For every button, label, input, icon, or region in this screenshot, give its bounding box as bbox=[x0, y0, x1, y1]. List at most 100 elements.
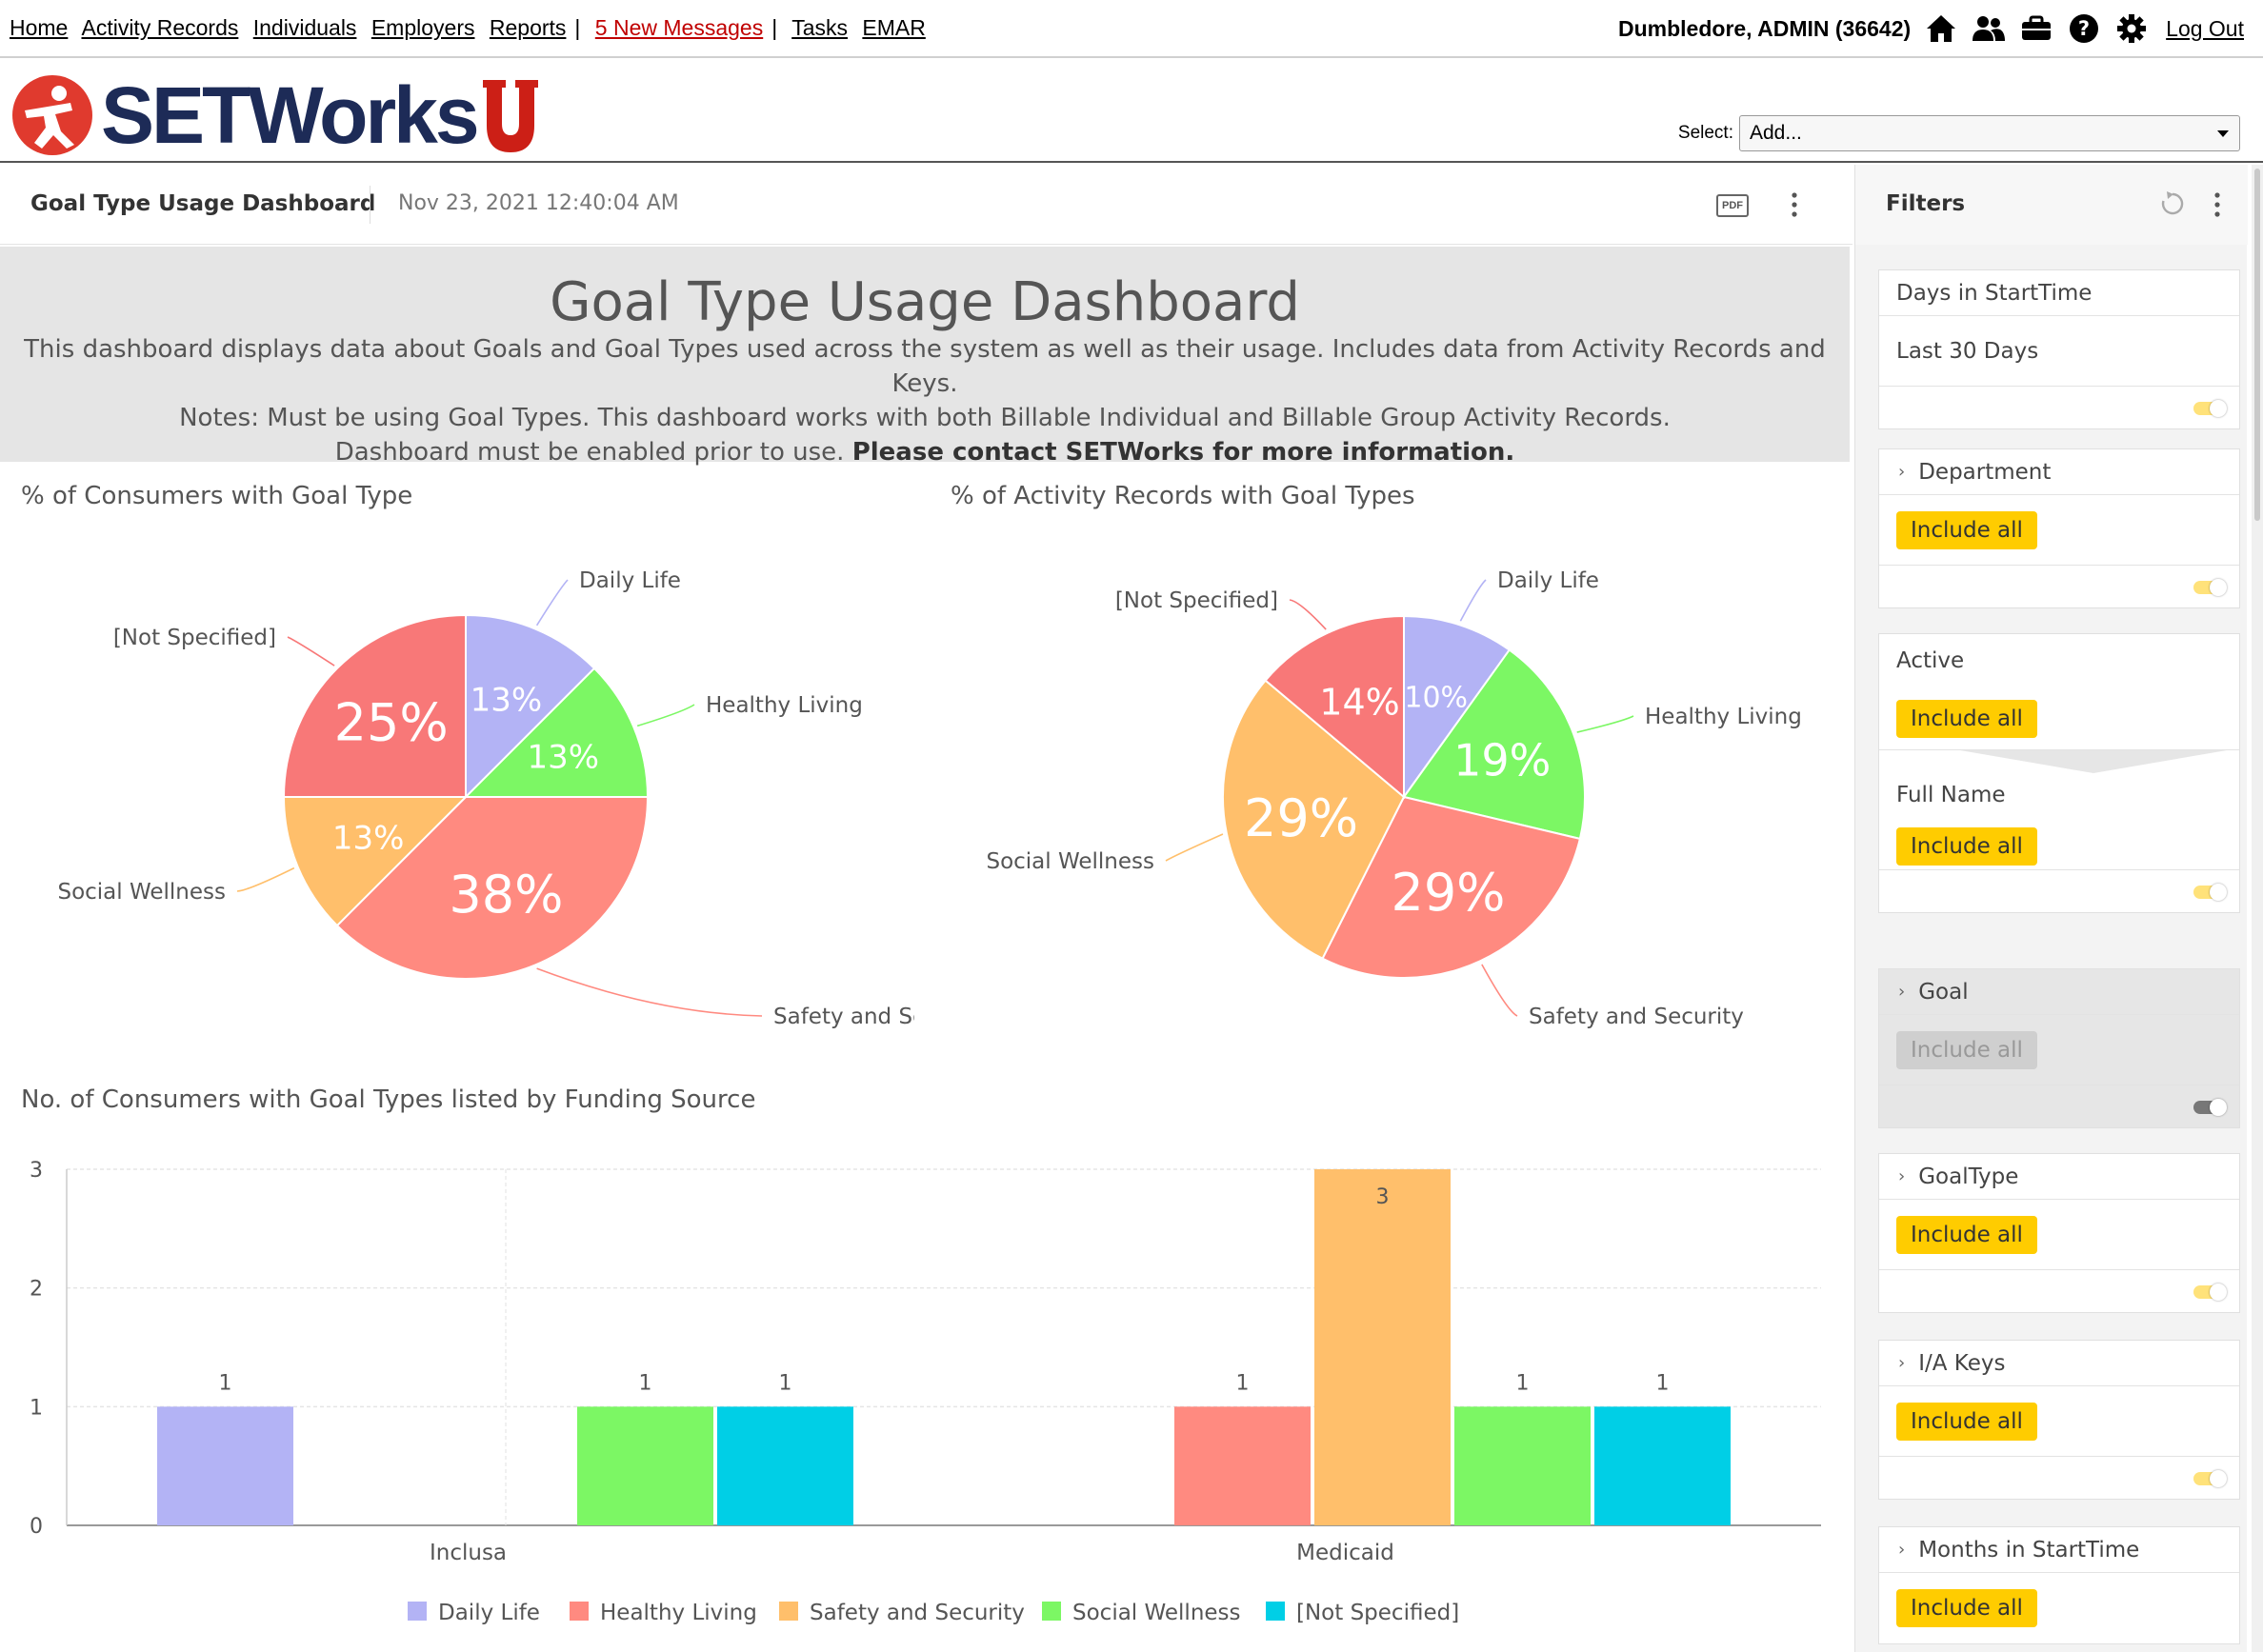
reset-icon[interactable] bbox=[2158, 189, 2187, 222]
nav-employers[interactable]: Employers bbox=[370, 15, 475, 40]
chevron-right-icon: › bbox=[1898, 462, 1906, 482]
nav-emar[interactable]: EMAR bbox=[862, 15, 926, 40]
pie-category-label: Healthy Living bbox=[706, 693, 863, 718]
bar[interactable] bbox=[717, 1406, 853, 1525]
nav-home[interactable]: Home bbox=[10, 15, 69, 40]
filter-days-label[interactable]: Days in StartTime bbox=[1879, 270, 2239, 316]
filter-ia-keys-header[interactable]: › I/A Keys bbox=[1879, 1341, 2239, 1386]
pie-slice[interactable] bbox=[282, 796, 469, 927]
logout-link[interactable]: Log Out bbox=[2166, 15, 2244, 41]
filter-toggle-row bbox=[1879, 1270, 2239, 1312]
legend-label[interactable]: Daily Life bbox=[438, 1601, 540, 1625]
bar-value-label: 1 bbox=[779, 1371, 792, 1395]
pie-slice[interactable] bbox=[1402, 648, 1586, 841]
filters-menu-icon[interactable] bbox=[2213, 191, 2221, 222]
pie-percent-label: 29% bbox=[1391, 863, 1505, 923]
nav-separator: | bbox=[574, 15, 581, 40]
filter-department-toggle[interactable] bbox=[2193, 579, 2227, 596]
filter-goaltype: › GoalType Include all bbox=[1878, 1153, 2240, 1313]
bar[interactable] bbox=[1454, 1406, 1591, 1525]
scrollbar-thumb[interactable] bbox=[2254, 169, 2260, 521]
filter-days-toggle[interactable] bbox=[2193, 400, 2227, 417]
add-dropdown[interactable]: Add... bbox=[1739, 115, 2240, 151]
pie-percent-label: 38% bbox=[449, 865, 563, 925]
pie-slice[interactable] bbox=[335, 796, 650, 980]
gear-icon[interactable] bbox=[2113, 11, 2151, 46]
nav-activity-records[interactable]: Activity Records bbox=[81, 15, 239, 40]
legend-label[interactable]: [Not Specified] bbox=[1296, 1601, 1459, 1625]
pie2-title: % of Activity Records with Goal Types bbox=[951, 482, 1415, 510]
ia-keys-include-all-button[interactable]: Include all bbox=[1896, 1402, 2037, 1441]
goaltype-include-all-button[interactable]: Include all bbox=[1896, 1215, 2037, 1254]
pie-leader-line bbox=[636, 704, 695, 727]
pie-slice[interactable] bbox=[1264, 614, 1405, 800]
page-scrollbar[interactable] bbox=[2252, 165, 2263, 1652]
filter-days-value[interactable]: Last 30 Days bbox=[1879, 316, 2239, 387]
filter-ia-keys-toggle[interactable] bbox=[2193, 1470, 2227, 1487]
bar[interactable] bbox=[577, 1406, 713, 1525]
legend-label[interactable]: Healthy Living bbox=[600, 1601, 757, 1625]
home-icon[interactable] bbox=[1922, 11, 1960, 46]
legend-swatch bbox=[1042, 1602, 1061, 1621]
chevron-right-icon: › bbox=[1898, 1540, 1906, 1560]
pie-slice[interactable] bbox=[463, 667, 650, 798]
banner-line-1: This dashboard displays data about Goals… bbox=[24, 334, 1826, 398]
filter-toggle-row bbox=[1879, 1457, 2239, 1499]
briefcase-icon[interactable] bbox=[2017, 11, 2055, 46]
banner-line-2: Notes: Must be using Goal Types. This da… bbox=[179, 403, 1671, 432]
nav-individuals[interactable]: Individuals bbox=[252, 15, 357, 40]
filter-goal-header[interactable]: › Goal bbox=[1879, 969, 2239, 1015]
filter-goal-toggle[interactable] bbox=[2193, 1099, 2227, 1116]
filter-ia-keys-value: Include all bbox=[1879, 1386, 2239, 1457]
bar[interactable] bbox=[1174, 1406, 1311, 1525]
pie-leader-line bbox=[536, 967, 763, 1017]
filter-goaltype-header[interactable]: › GoalType bbox=[1879, 1154, 2239, 1200]
help-icon[interactable]: ? bbox=[2065, 11, 2103, 46]
nav-tasks[interactable]: Tasks bbox=[791, 15, 848, 40]
setworks-logo[interactable]: SETWorks bbox=[11, 74, 540, 156]
pdf-export-icon[interactable]: PDF bbox=[1716, 194, 1749, 217]
pie-leader-line bbox=[1289, 599, 1327, 630]
legend-label[interactable]: Social Wellness bbox=[1072, 1601, 1241, 1625]
pie-slice[interactable] bbox=[1321, 795, 1582, 979]
pie-percent-label: 13% bbox=[528, 739, 600, 777]
pie-leader-line bbox=[1576, 715, 1634, 733]
banner-heading: Goal Type Usage Dashboard bbox=[550, 271, 1300, 333]
filter-goaltype-label: GoalType bbox=[1918, 1164, 2019, 1189]
filter-goaltype-toggle[interactable] bbox=[2193, 1284, 2227, 1301]
nav-new-messages[interactable]: 5 New Messages bbox=[594, 15, 764, 40]
filter-active-label[interactable]: Active bbox=[1896, 648, 1965, 673]
select-label: Select: bbox=[1677, 123, 1733, 143]
months-include-all-button[interactable]: Include all bbox=[1896, 1589, 2037, 1627]
nav-reports[interactable]: Reports bbox=[489, 15, 567, 40]
dashboard-menu-icon[interactable] bbox=[1791, 191, 1798, 222]
nav-separator: | bbox=[771, 15, 778, 40]
filter-months-header[interactable]: › Months in StartTime bbox=[1879, 1527, 2239, 1573]
filter-department-header[interactable]: › Department bbox=[1879, 449, 2239, 495]
dashboard-timestamp: Nov 23, 2021 12:40:04 AM bbox=[398, 191, 679, 215]
legend-label[interactable]: Safety and Security bbox=[810, 1601, 1025, 1625]
pie-slice[interactable] bbox=[282, 613, 467, 798]
bar[interactable] bbox=[1314, 1169, 1451, 1525]
pie-leader-line bbox=[1459, 579, 1487, 622]
fullname-include-all-button[interactable]: Include all bbox=[1896, 826, 2037, 866]
pie-slice[interactable] bbox=[1403, 614, 1512, 801]
bar-value-label: 1 bbox=[1516, 1371, 1530, 1395]
pie-slice[interactable] bbox=[465, 613, 596, 800]
bar-y-tick: 0 bbox=[30, 1515, 43, 1539]
department-include-all-button[interactable]: Include all bbox=[1896, 510, 2037, 549]
bar[interactable] bbox=[157, 1406, 293, 1525]
filter-fullname-label[interactable]: Full Name bbox=[1896, 783, 2006, 807]
bar[interactable] bbox=[1594, 1406, 1731, 1525]
active-include-all-button[interactable]: Include all bbox=[1896, 699, 2037, 738]
filter-department-label: Department bbox=[1918, 459, 2052, 485]
goal-include-all-button[interactable]: Include all bbox=[1896, 1030, 2037, 1069]
svg-text:?: ? bbox=[2078, 17, 2090, 40]
filter-months-starttime: › Months in StartTime Include all bbox=[1878, 1526, 2240, 1644]
pie-slice[interactable] bbox=[1222, 679, 1406, 961]
bar-category-label: Medicaid bbox=[1296, 1541, 1394, 1565]
pie1-title: % of Consumers with Goal Type bbox=[21, 482, 413, 510]
filter-fullname-toggle[interactable] bbox=[2193, 884, 2227, 901]
chevron-right-icon: › bbox=[1898, 1353, 1906, 1373]
users-icon[interactable] bbox=[1970, 11, 2008, 46]
